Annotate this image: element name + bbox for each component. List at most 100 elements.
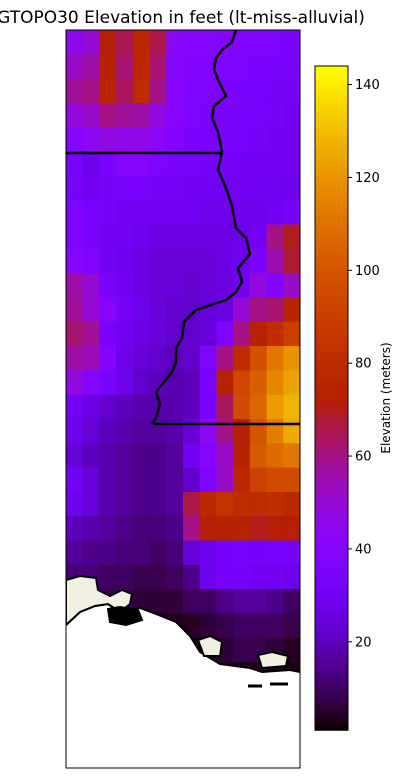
colorbar-strip [315, 640, 348, 645]
colorbar-strip [315, 504, 348, 509]
heatmap-cell [266, 224, 284, 250]
heatmap-cell [283, 54, 300, 80]
colorbar-strip [315, 487, 348, 492]
heatmap-cell [132, 127, 151, 153]
heatmap-cell [249, 30, 268, 55]
heatmap-cell [216, 418, 234, 444]
colorbar-strip [315, 484, 348, 489]
heatmap-cell [216, 321, 234, 347]
heatmap-cell [82, 102, 101, 128]
heatmap-cell [66, 491, 84, 517]
heatmap-cell [283, 564, 300, 590]
heatmap-cell [183, 224, 201, 250]
heatmap-cell [233, 151, 251, 177]
heatmap-cell [183, 54, 201, 80]
heatmap-cell [183, 564, 201, 590]
heatmap-cell [99, 151, 117, 177]
colorbar-strip [315, 305, 348, 310]
heatmap-cell [266, 418, 284, 444]
colorbar-gradient [315, 66, 348, 731]
heatmap-cell [233, 248, 251, 274]
heatmap-cell [166, 443, 184, 469]
heatmap-cell [99, 297, 117, 323]
heatmap-cell [99, 273, 117, 299]
colorbar-strip [315, 467, 348, 472]
heatmap-cell [82, 516, 101, 542]
heatmap-cell [199, 418, 218, 444]
island-2 [196, 634, 224, 657]
colorbar-strip [315, 597, 348, 602]
colorbar-strip [315, 610, 348, 615]
colorbar-strip [315, 726, 348, 731]
colorbar-strip [315, 368, 348, 373]
heatmap-cell [132, 78, 151, 104]
heatmap-cell [116, 516, 134, 542]
colorbar-strip [315, 457, 348, 462]
colorbar-strip [315, 580, 348, 585]
colorbar-strip [315, 583, 348, 589]
colorbar-strip [315, 321, 348, 326]
colorbar-strip [315, 79, 348, 84]
heatmap-cell [99, 467, 117, 493]
colorbar-strip [315, 192, 348, 197]
colorbar-strip [315, 268, 348, 273]
colorbar-strip [315, 660, 348, 665]
heatmap-cell [149, 54, 167, 80]
colorbar-strip [315, 105, 348, 110]
heatmap-cell [249, 613, 268, 639]
colorbar-strip [315, 66, 348, 71]
heatmap-cell [249, 175, 268, 201]
heatmap-cell [82, 54, 101, 80]
colorbar-strip [315, 75, 348, 81]
colorbar-strip [315, 514, 348, 519]
colorbar-strip [315, 384, 348, 389]
colorbar-tick-label: 40 [355, 542, 372, 557]
colorbar-strip [315, 431, 348, 436]
heatmap-cell [283, 346, 300, 371]
colorbar-strip [315, 474, 348, 479]
heatmap-cell [99, 102, 117, 128]
heatmap-cell [233, 637, 251, 663]
heatmap-cell [66, 443, 84, 469]
heatmap-cell [249, 224, 268, 250]
colorbar-strip [315, 627, 348, 632]
heatmap-cell [149, 151, 167, 177]
colorbar-tick-label: 120 [355, 171, 380, 186]
colorbar-strip [315, 172, 348, 177]
heatmap-cell [116, 273, 134, 299]
heatmap-cell [99, 127, 117, 153]
heatmap-cell [283, 175, 300, 201]
heatmap-cell [199, 540, 218, 566]
colorbar-strip [315, 471, 348, 476]
heatmap-cell [149, 224, 167, 250]
heatmap-cell [216, 467, 234, 493]
colorbar-strip [315, 225, 348, 230]
colorbar-strip [315, 500, 348, 506]
elevation-heatmap [66, 30, 300, 736]
heatmap-cell [132, 200, 151, 226]
heatmap-cell [233, 467, 251, 493]
colorbar-strip [315, 454, 348, 459]
heatmap-cell [66, 394, 84, 420]
heatmap-cell [183, 540, 201, 566]
heatmap-cell [249, 516, 268, 542]
heatmap-cell [66, 102, 84, 128]
colorbar-strip [315, 351, 348, 356]
heatmap-cell [266, 30, 284, 55]
heatmap-cell [199, 297, 218, 323]
colorbar-strip [315, 308, 348, 313]
colorbar-strip [315, 497, 348, 502]
colorbar-strip [315, 464, 348, 469]
heatmap-cell [66, 248, 84, 274]
colorbar-strip [315, 394, 348, 399]
heatmap-cell [166, 467, 184, 493]
heatmap-cell [216, 273, 234, 299]
heatmap-cell [249, 346, 268, 371]
heatmap-cell [116, 346, 134, 371]
colorbar-strip [315, 241, 348, 247]
colorbar-strip [315, 690, 348, 695]
colorbar-strip [315, 613, 348, 618]
colorbar-strip [315, 544, 348, 549]
heatmap-cell [82, 491, 101, 517]
heatmap-cell [166, 175, 184, 201]
